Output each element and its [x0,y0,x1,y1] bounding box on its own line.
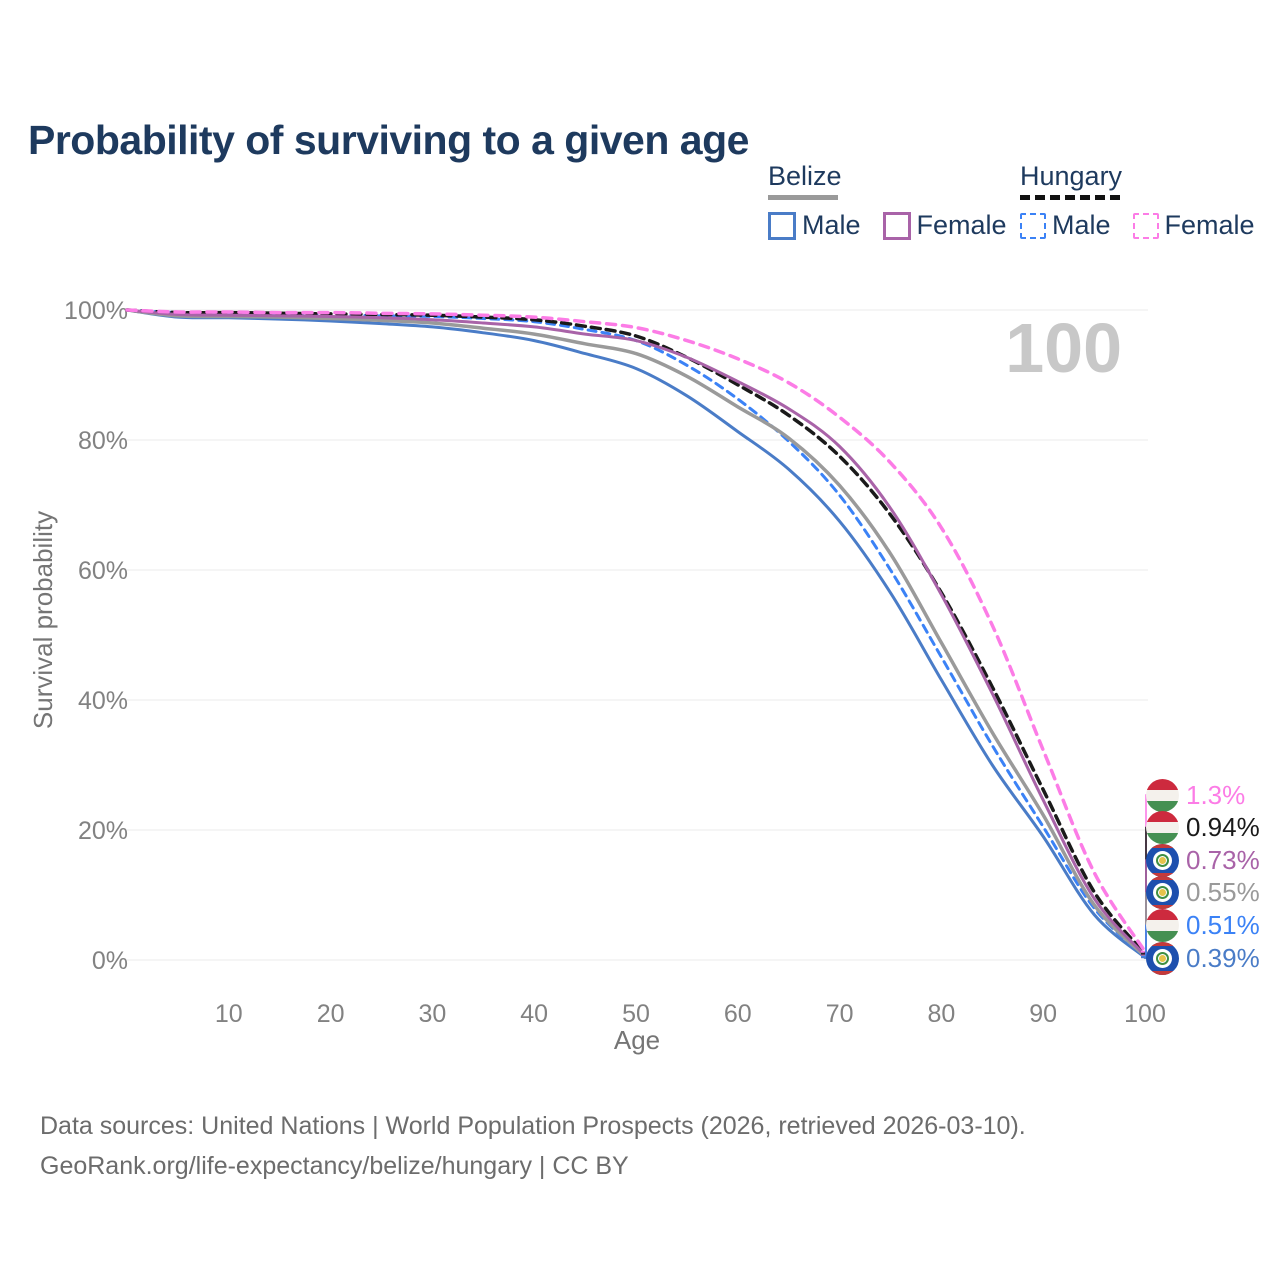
hungary-male-swatch-icon [1020,212,1046,239]
legend-item-hungary-female[interactable]: Female [1132,210,1255,241]
belize-all-line-swatch [768,195,838,200]
series-line-hungary-female[interactable] [125,308,1147,954]
legend-country-label-belize: Belize [768,161,842,191]
belize-male-swatch-icon [768,211,796,240]
y-tick-label: 100% [64,297,128,325]
page-title: Probability of surviving to a given age [28,117,749,164]
y-tick-label: 20% [78,817,128,845]
legend-item-label: Female [916,210,1007,240]
legend-group-belize: Belize Male Female [768,161,1007,241]
series-line-belize-all[interactable] [125,308,1147,959]
legend-item-belize-male[interactable]: Male [768,210,861,241]
x-axis-title: Age [614,1025,660,1055]
x-tick-label: 100 [1124,1000,1166,1028]
x-tick-label: 60 [724,1000,752,1028]
x-tick-label: 80 [927,1000,955,1028]
legend-item-belize-female[interactable]: Female [882,210,1007,241]
x-tick-label: 20 [317,1000,345,1028]
hungary-all-line-swatch [1020,195,1120,200]
y-axis-title: Survival probability [28,511,58,729]
legend-item-label: Male [1052,210,1111,240]
series-line-hungary-all[interactable] [125,308,1147,956]
x-tick-label: 70 [826,1000,854,1028]
x-tick-label: 90 [1029,1000,1057,1028]
series-line-belize-male[interactable] [125,308,1147,959]
y-tick-label: 80% [78,427,128,455]
y-tick-label: 40% [78,687,128,715]
end-label-connector [1141,956,1151,959]
legend-item-label: Female [1164,210,1255,240]
legend-item-label: Male [802,210,861,240]
footer: Data sources: United Nations | World Pop… [40,1106,1026,1186]
x-tick-label: 10 [215,1000,243,1028]
y-tick-label: 0% [92,947,128,975]
legend-group-hungary: Hungary Male Female [1020,161,1255,241]
legend-country-label-hungary: Hungary [1020,161,1123,191]
hungary-female-swatch-icon [1132,212,1159,239]
legend-items-belize: Male Female [768,210,1007,241]
footer-sources: Data sources: United Nations | World Pop… [40,1112,1026,1140]
age-watermark: 100 [1005,309,1122,387]
belize-female-swatch-icon [882,211,911,240]
legend-items-hungary: Male Female [1020,210,1255,241]
x-tick-label: 30 [418,1000,446,1028]
y-tick-label: 60% [78,557,128,585]
legend-item-hungary-male[interactable]: Male [1020,210,1111,241]
x-tick-label: 40 [520,1000,548,1028]
x-tick-label: 50 [622,1000,650,1028]
series-line-belize-female[interactable] [125,308,1147,957]
series-line-hungary-male[interactable] [125,308,1147,959]
footer-link: GeoRank.org/life-expectancy/belize/hunga… [40,1152,629,1180]
